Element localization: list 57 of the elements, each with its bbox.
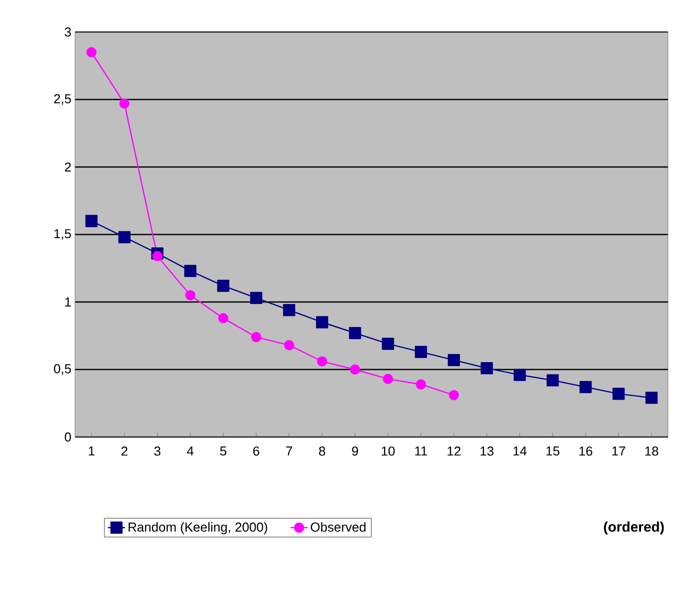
point (217, 280, 230, 292)
x-tick-label: 10 (382, 446, 395, 456)
point (316, 316, 328, 328)
x-tick-label: 7 (286, 446, 292, 456)
point (480, 362, 493, 374)
point (416, 379, 426, 390)
point (251, 332, 262, 342)
point (414, 346, 427, 358)
x-tick-label: 6 (253, 446, 260, 456)
y-tick-label: 3 (64, 27, 71, 37)
point (448, 390, 459, 400)
y-tick-label: 1,5 (54, 229, 71, 240)
point (580, 380, 592, 394)
x-tick-label: 4 (187, 446, 194, 456)
x-tick-label: 13 (480, 446, 494, 456)
point (317, 356, 328, 366)
x-tick-label: 9 (352, 446, 358, 456)
y-tick-label: 1 (65, 298, 71, 306)
point (184, 264, 196, 278)
point (448, 354, 460, 366)
y-tick-label: 0,5 (54, 364, 71, 375)
point (284, 340, 294, 350)
legend-label: Random (Keeling, 2000) (128, 522, 268, 534)
x-tick-label: 8 (319, 446, 326, 456)
x-tick-label: 14 (514, 446, 527, 456)
x-axis-title: (ordered) (604, 522, 664, 535)
x-tick-label: 2 (121, 446, 128, 456)
point (382, 374, 394, 384)
y-tick-label: 2 (64, 162, 71, 172)
point (250, 292, 262, 304)
point (119, 98, 130, 109)
x-tick-label: 18 (645, 446, 658, 456)
point (85, 214, 98, 228)
x-tick-label: 1 (88, 446, 94, 456)
point (218, 313, 228, 324)
point (382, 338, 394, 350)
point (546, 374, 559, 386)
point (152, 251, 162, 262)
y-tick-label: 2,5 (54, 94, 71, 105)
point (514, 368, 526, 381)
x-tick-label: 16 (579, 446, 592, 456)
point (350, 364, 360, 375)
legend-label: Observed (310, 522, 366, 532)
x-tick-label: 3 (154, 446, 160, 456)
x-tick-label: 17 (612, 446, 626, 456)
point (612, 388, 625, 400)
point (118, 231, 130, 244)
point (645, 392, 658, 404)
point (283, 304, 296, 316)
point (185, 290, 196, 300)
point (348, 326, 362, 340)
point (86, 47, 97, 58)
x-tick-label: 11 (415, 446, 428, 456)
y-tick-label: 0 (64, 432, 71, 442)
x-tick-label: 15 (546, 446, 560, 456)
x-tick-label: 12 (448, 446, 460, 456)
x-tick-label: 5 (220, 446, 226, 456)
